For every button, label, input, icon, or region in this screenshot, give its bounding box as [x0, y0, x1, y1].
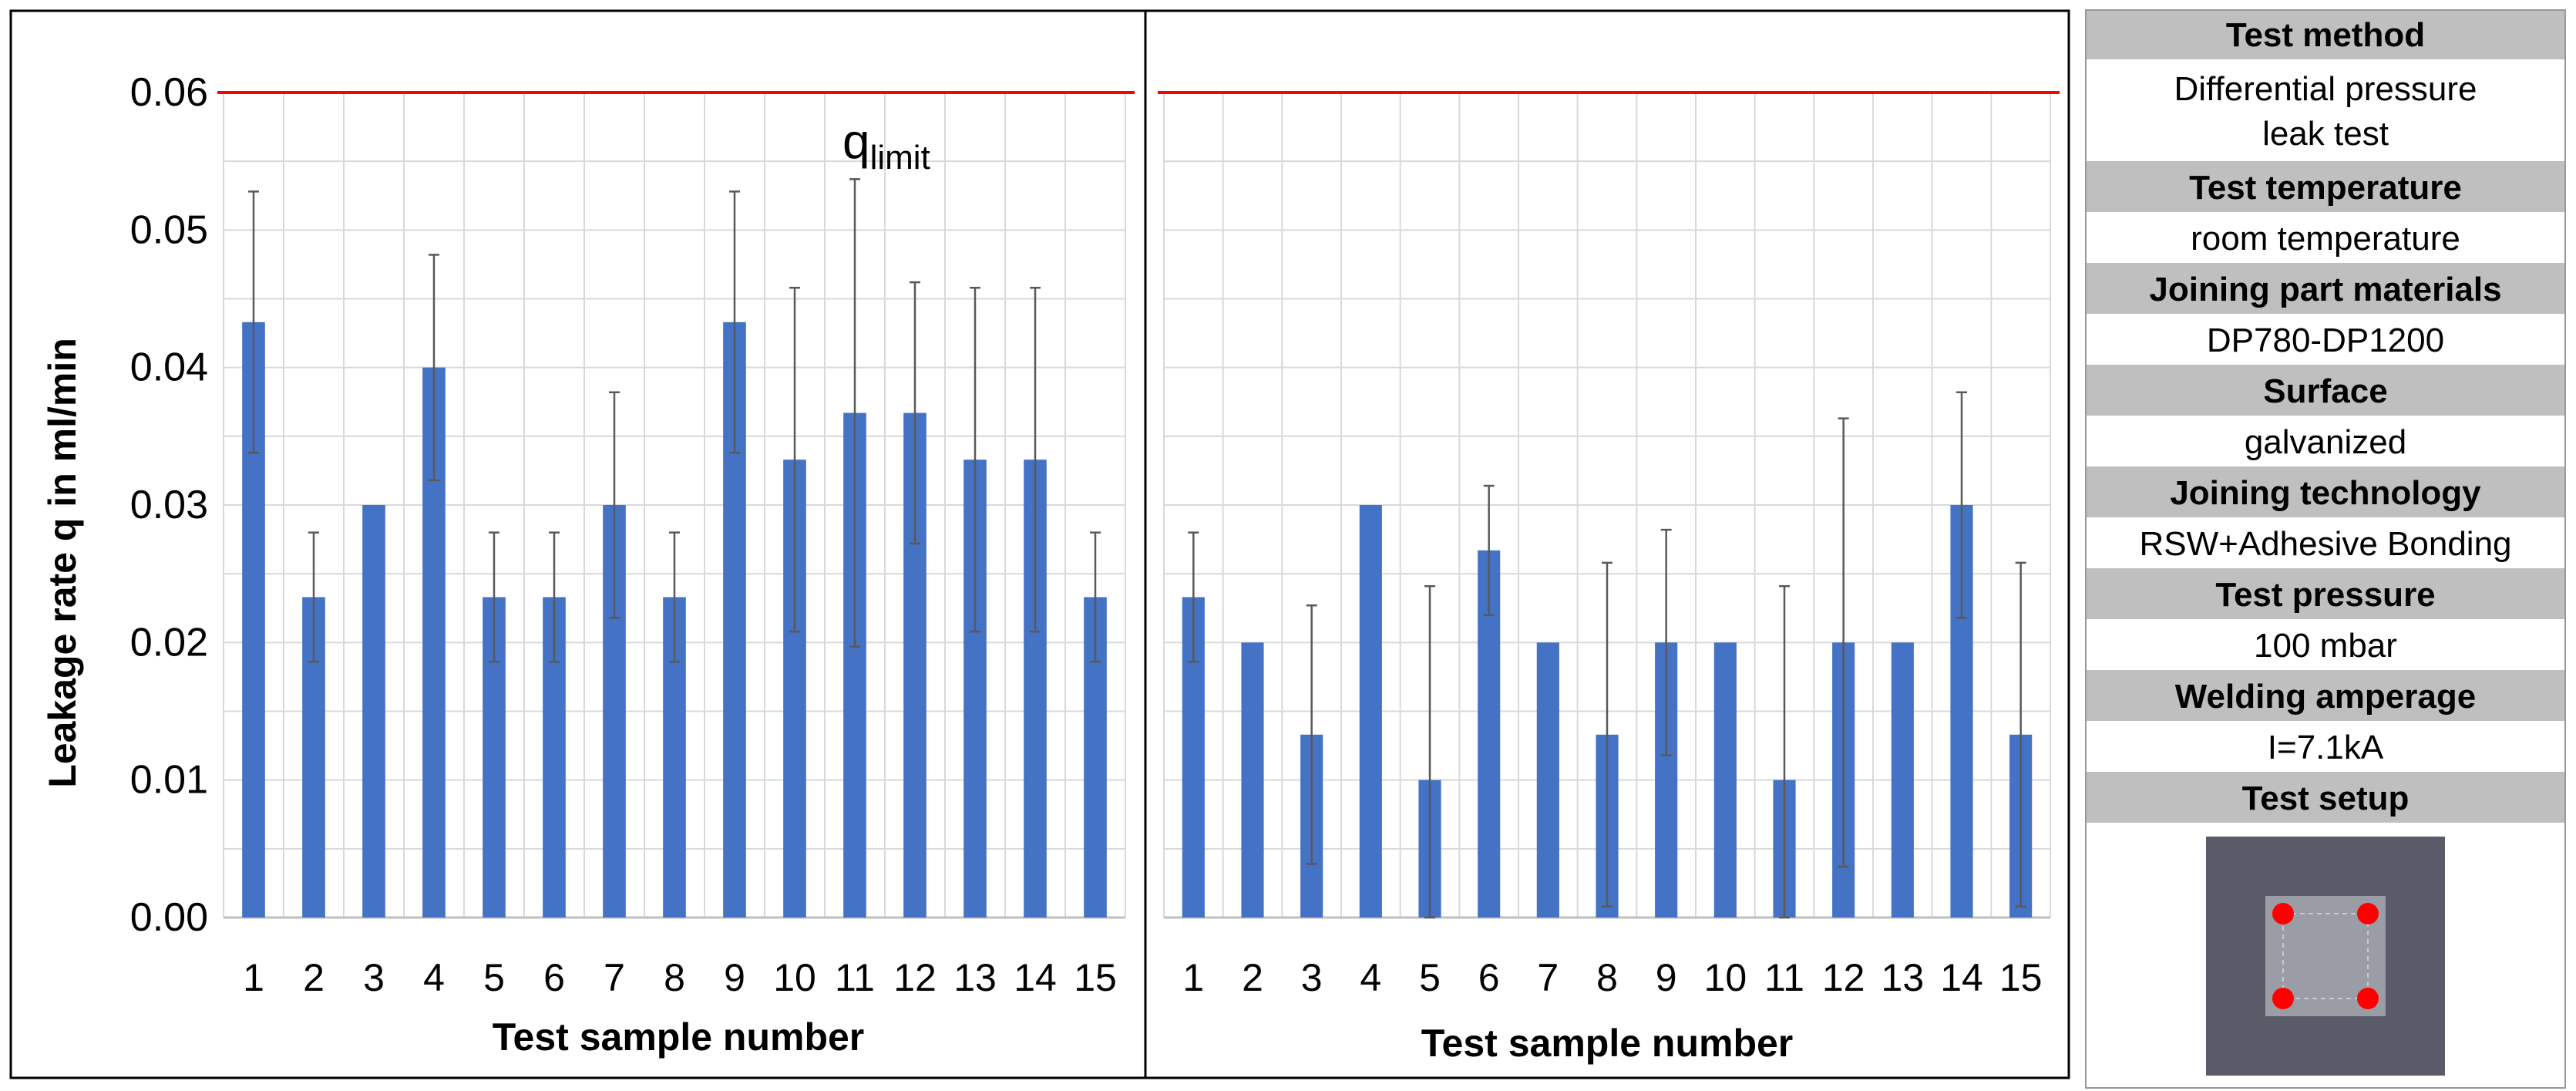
bar-left-3	[362, 505, 385, 918]
x-tick-label-left: 3	[363, 956, 385, 999]
y-tick-label: 0.02	[130, 620, 208, 665]
x-axis-label-left: Test sample number	[493, 1015, 865, 1059]
x-tick-label-left: 11	[835, 956, 875, 999]
info-value-line: RSW+Adhesive Bonding	[2139, 524, 2512, 563]
bar-right-2	[1241, 642, 1264, 918]
error-bars	[248, 178, 2026, 919]
info-value-line: room temperature	[2191, 219, 2460, 258]
y-tick-label: 0.06	[130, 70, 208, 115]
y-tick-label: 0.04	[130, 345, 208, 390]
info-value: DP780-DP1200	[2087, 316, 2564, 367]
info-value-line: Differential pressure	[2174, 70, 2477, 109]
x-tick-label-right: 12	[1822, 956, 1865, 999]
leakage-chart: 1 2 3 4 5 6 7 8 9 10 11 12 13 14 15 1 2 3 4 5 6 7 8 9 10 11 12 13 14…	[9, 9, 2070, 1079]
info-value: I=7.1kA	[2087, 723, 2564, 774]
x-tick-label-right: 4	[1360, 956, 1381, 999]
info-header: Test temperature	[2087, 163, 2564, 214]
bars	[242, 322, 2033, 918]
x-tick-label-right: 15	[1999, 956, 2043, 999]
x-tick-label-right: 8	[1596, 956, 1618, 999]
x-tick-label-right: 3	[1301, 956, 1323, 999]
info-header: Test pressure	[2087, 571, 2564, 621]
bar-right-4	[1359, 505, 1382, 918]
info-header: Test setup	[2087, 774, 2564, 825]
x-tick-label-left: 1	[243, 956, 264, 999]
bar-right-7	[1536, 642, 1559, 918]
x-axis-label-right: Test sample number	[1421, 1022, 1794, 1065]
x-tick-label-right: 11	[1764, 956, 1804, 999]
info-value: 100 mbar	[2087, 621, 2564, 672]
x-tick-label-right: 13	[1882, 956, 1925, 999]
x-tick-label-left: 12	[893, 956, 937, 999]
y-tick-label: 0.05	[130, 207, 208, 252]
x-tick-label-right: 2	[1242, 956, 1263, 999]
x-tick-label-left: 4	[423, 956, 445, 999]
tick-labels: 1 2 3 4 5 6 7 8 9 10 11 12 13 14 15 1 2 3 4 5 6 7 8 9 10 11 12 13 14…	[130, 70, 2043, 999]
y-axis-label: Leakage rate q in ml/min	[41, 338, 84, 788]
x-tick-label-right: 10	[1704, 956, 1747, 999]
chart-frames	[9, 9, 2070, 1079]
x-tick-label-right: 7	[1537, 956, 1559, 999]
info-value: galvanized	[2087, 418, 2564, 469]
info-value-line: leak test	[2262, 114, 2389, 153]
setup-specimen-icon	[2206, 837, 2445, 1076]
q-limit-label: qlimit	[842, 113, 930, 177]
info-header: Test method	[2087, 11, 2564, 62]
info-value-line: I=7.1kA	[2267, 728, 2384, 766]
info-value-line: galvanized	[2244, 423, 2407, 461]
info-value-line: 100 mbar	[2254, 626, 2397, 665]
x-tick-label-left: 2	[303, 956, 325, 999]
x-tick-label-left: 8	[664, 956, 685, 999]
bar-right-10	[1713, 642, 1737, 918]
info-header: Joining part materials	[2087, 265, 2564, 316]
x-tick-label-right: 6	[1478, 956, 1500, 999]
x-tick-label-right: 1	[1182, 956, 1204, 999]
info-value: RSW+Adhesive Bonding	[2087, 520, 2564, 571]
info-header: Surface	[2087, 367, 2564, 418]
q-limit-main: q	[842, 113, 870, 169]
x-tick-label-left: 15	[1074, 956, 1117, 999]
x-tick-label-left: 6	[543, 956, 565, 999]
x-tick-label-right: 9	[1656, 956, 1677, 999]
x-tick-label-left: 7	[604, 956, 625, 999]
right-chart-frame	[1144, 9, 2070, 1079]
y-tick-label: 0.01	[130, 758, 208, 803]
bar-right-13	[1891, 642, 1914, 918]
y-tick-label: 0.00	[130, 895, 208, 940]
x-tick-label-left: 14	[1014, 956, 1057, 999]
info-header: Joining technology	[2087, 469, 2564, 520]
test-setup-diagram	[2087, 825, 2564, 1087]
x-tick-label-right: 14	[1940, 956, 1983, 999]
x-tick-label-left: 10	[773, 956, 816, 999]
info-value: Differential pressure leak test	[2087, 62, 2564, 163]
info-value: room temperature	[2087, 214, 2564, 265]
test-info-panel: Test method Differential pressure leak tes…	[2085, 9, 2566, 1089]
x-tick-label-right: 5	[1419, 956, 1441, 999]
info-value-line: DP780-DP1200	[2206, 321, 2445, 359]
info-header: Welding amperage	[2087, 672, 2564, 723]
x-tick-label-left: 5	[483, 956, 505, 999]
q-limit-sub: limit	[870, 139, 930, 177]
x-tick-label-left: 13	[953, 956, 997, 999]
y-tick-label: 0.03	[130, 483, 208, 527]
x-tick-label-left: 9	[724, 956, 745, 999]
